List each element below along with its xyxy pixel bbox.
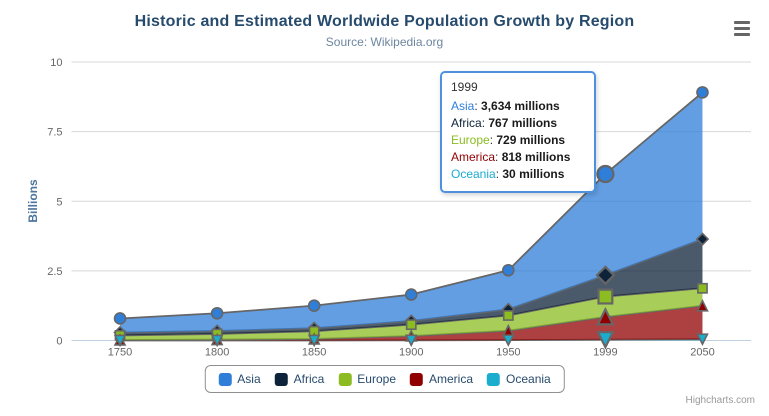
tooltip-row-oceania: Oceania: 30 millions bbox=[451, 167, 565, 181]
y-axis-tick-label: 2.5 bbox=[47, 266, 62, 278]
marker-asia[interactable] bbox=[404, 288, 418, 301]
marker-america[interactable] bbox=[596, 306, 615, 326]
y-axis-title: Billions bbox=[26, 179, 40, 223]
marker-asia[interactable] bbox=[502, 263, 515, 277]
marker-oceania[interactable] bbox=[596, 331, 615, 350]
tooltip-series-name: Asia bbox=[451, 99, 475, 113]
tooltip-series-name: Oceania bbox=[451, 167, 496, 181]
legend-label: Europe bbox=[357, 372, 397, 386]
hamburger-menu-icon bbox=[734, 20, 750, 24]
tooltip: 1999 Asia: 3,634 millions Africa: 767 mil… bbox=[440, 71, 596, 193]
legend-item-oceania[interactable]: Oceania bbox=[487, 372, 551, 386]
marker-asia[interactable] bbox=[696, 86, 709, 99]
y-axis-tick-label: 10 bbox=[50, 57, 62, 69]
legend-label: Africa bbox=[293, 372, 325, 386]
legend-swatch-icon bbox=[338, 372, 352, 386]
legend-item-africa[interactable]: Africa bbox=[274, 372, 325, 386]
y-axis-tick-label: 7.5 bbox=[47, 127, 62, 139]
marker-oceania[interactable] bbox=[502, 334, 515, 347]
x-axis-tick-label: 1800 bbox=[205, 347, 229, 359]
marker-asia[interactable] bbox=[113, 312, 127, 325]
x-axis-tick-label: 1900 bbox=[399, 347, 423, 359]
tooltip-series-name: Europe bbox=[451, 133, 490, 147]
legend-swatch-icon bbox=[487, 372, 501, 386]
tooltip-rows: Asia: 3,634 millions Africa: 767 millions… bbox=[451, 98, 585, 183]
marker-oceania[interactable] bbox=[696, 333, 709, 347]
marker-asia[interactable] bbox=[210, 306, 224, 320]
area-africa[interactable] bbox=[120, 239, 703, 336]
tooltip-series-name: America bbox=[451, 150, 496, 164]
x-axis-tick-label: 1750 bbox=[108, 347, 132, 359]
tooltip-row-africa: Africa: 767 millions bbox=[451, 116, 558, 130]
tooltip-series-value: 818 millions bbox=[498, 150, 571, 164]
marker-oceania[interactable] bbox=[307, 334, 321, 348]
legend-label: Asia bbox=[237, 372, 261, 386]
tooltip-series-value: 729 millions bbox=[493, 133, 566, 147]
legend-item-america[interactable]: America bbox=[410, 372, 473, 386]
area-asia[interactable] bbox=[120, 92, 703, 333]
marker-europe[interactable] bbox=[597, 288, 614, 305]
legend-label: Oceania bbox=[506, 372, 551, 386]
chart-subtitle: Source: Wikipedia.org bbox=[325, 35, 444, 49]
export-menu-button[interactable] bbox=[730, 16, 754, 40]
tooltip-row-america: America: 818 millions bbox=[451, 150, 571, 164]
marker-europe[interactable] bbox=[697, 282, 708, 294]
tooltip-series-value: 3,634 millions bbox=[477, 99, 560, 113]
x-axis-tick-label: 1999 bbox=[593, 347, 617, 359]
y-axis-tick-label: 5 bbox=[56, 196, 62, 208]
tooltip-series-value: 767 millions bbox=[485, 116, 558, 130]
marker-oceania[interactable] bbox=[113, 334, 127, 348]
tooltip-series-value: 30 millions bbox=[499, 167, 565, 181]
hamburger-menu-icon bbox=[734, 26, 750, 30]
tooltip-header: 1999 bbox=[451, 80, 478, 94]
marker-america[interactable] bbox=[696, 298, 709, 312]
marker-asia[interactable] bbox=[307, 299, 321, 312]
marker-europe[interactable] bbox=[405, 319, 417, 331]
hamburger-menu-icon bbox=[734, 32, 750, 36]
x-axis-tick-label: 1850 bbox=[302, 347, 326, 359]
marker-africa[interactable] bbox=[595, 265, 616, 286]
credits-link[interactable]: Highcharts.com bbox=[685, 395, 755, 406]
chart-title: Historic and Estimated Worldwide Populat… bbox=[134, 13, 635, 30]
legend: Asia Africa Europe America Oceania bbox=[204, 365, 565, 393]
legend-swatch-icon bbox=[410, 372, 424, 386]
legend-label: America bbox=[429, 372, 474, 386]
legend-swatch-icon bbox=[274, 372, 288, 386]
legend-swatch-icon bbox=[218, 372, 232, 386]
x-axis-tick-label: 1950 bbox=[496, 347, 520, 359]
marker-asia[interactable] bbox=[596, 164, 615, 184]
tooltip-row-asia: Asia: 3,634 millions bbox=[451, 99, 560, 113]
legend-item-europe[interactable]: Europe bbox=[338, 372, 396, 386]
legend-item-asia[interactable]: Asia bbox=[218, 372, 261, 386]
marker-oceania[interactable] bbox=[210, 334, 224, 348]
tooltip-series-name: Africa bbox=[451, 116, 482, 130]
tooltip-row-europe: Europe: 729 millions bbox=[451, 133, 566, 147]
marker-africa[interactable] bbox=[695, 232, 710, 246]
y-axis-tick-label: 0 bbox=[56, 336, 62, 348]
x-axis-tick-label: 2050 bbox=[690, 347, 714, 359]
area-america[interactable] bbox=[120, 305, 703, 341]
marker-oceania[interactable] bbox=[404, 334, 418, 348]
marker-europe[interactable] bbox=[502, 310, 514, 321]
